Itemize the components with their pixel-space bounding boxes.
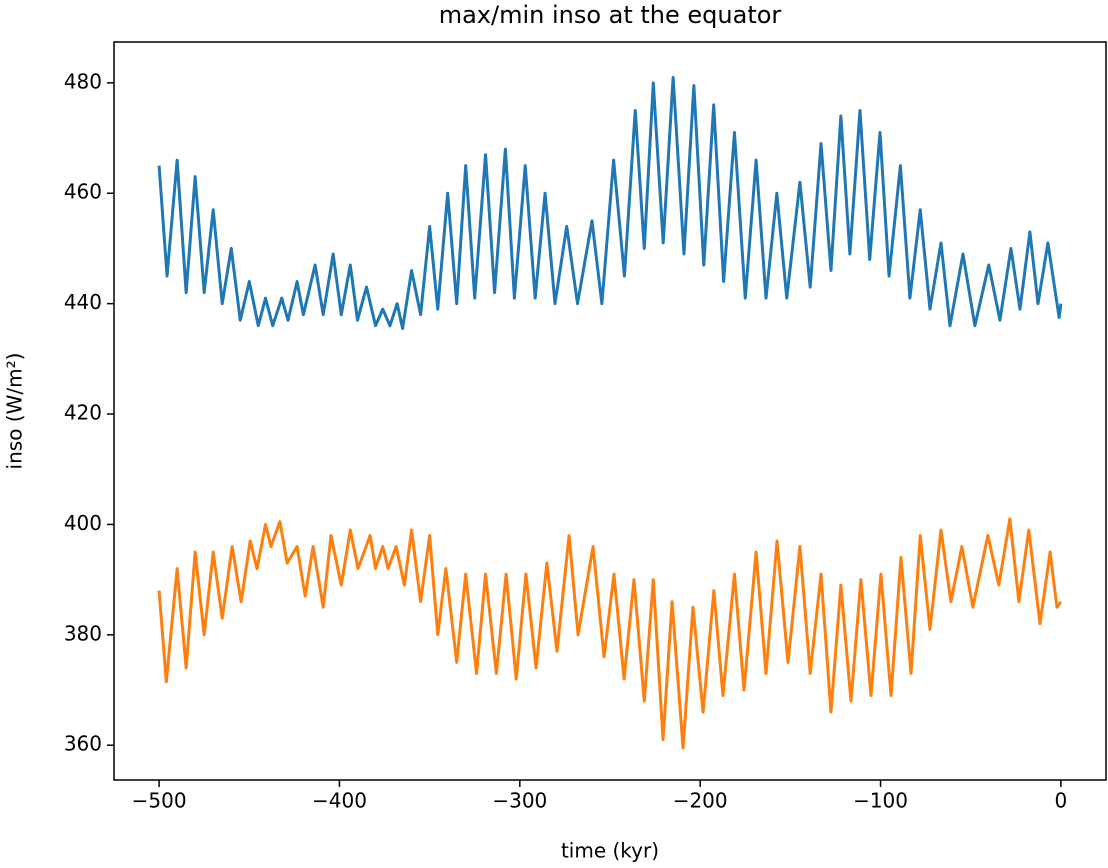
y-tick-label: 380: [64, 621, 102, 645]
x-tick-label: −300: [492, 789, 547, 813]
x-tick-label: 0: [1055, 789, 1068, 813]
x-tick-label: −400: [312, 789, 367, 813]
line: [157, 75, 1063, 330]
y-axis-label: inso (W/m²): [3, 353, 27, 470]
plot-frame: [113, 41, 1107, 781]
x-axis-label: time (kyr): [561, 839, 659, 863]
y-tick-label: 420: [64, 401, 102, 425]
x-tick-label: −500: [132, 789, 187, 813]
y-tick-label: 440: [64, 290, 102, 314]
y-tick-label: 360: [64, 732, 102, 756]
chart-title: max/min inso at the equator: [439, 1, 782, 29]
x-tick-label: −200: [673, 789, 728, 813]
y-tick-label: 480: [64, 69, 102, 93]
y-tick-label: 460: [64, 180, 102, 204]
line: [157, 517, 1063, 750]
x-tick-label: −100: [853, 789, 908, 813]
y-tick-label: 400: [64, 511, 102, 535]
